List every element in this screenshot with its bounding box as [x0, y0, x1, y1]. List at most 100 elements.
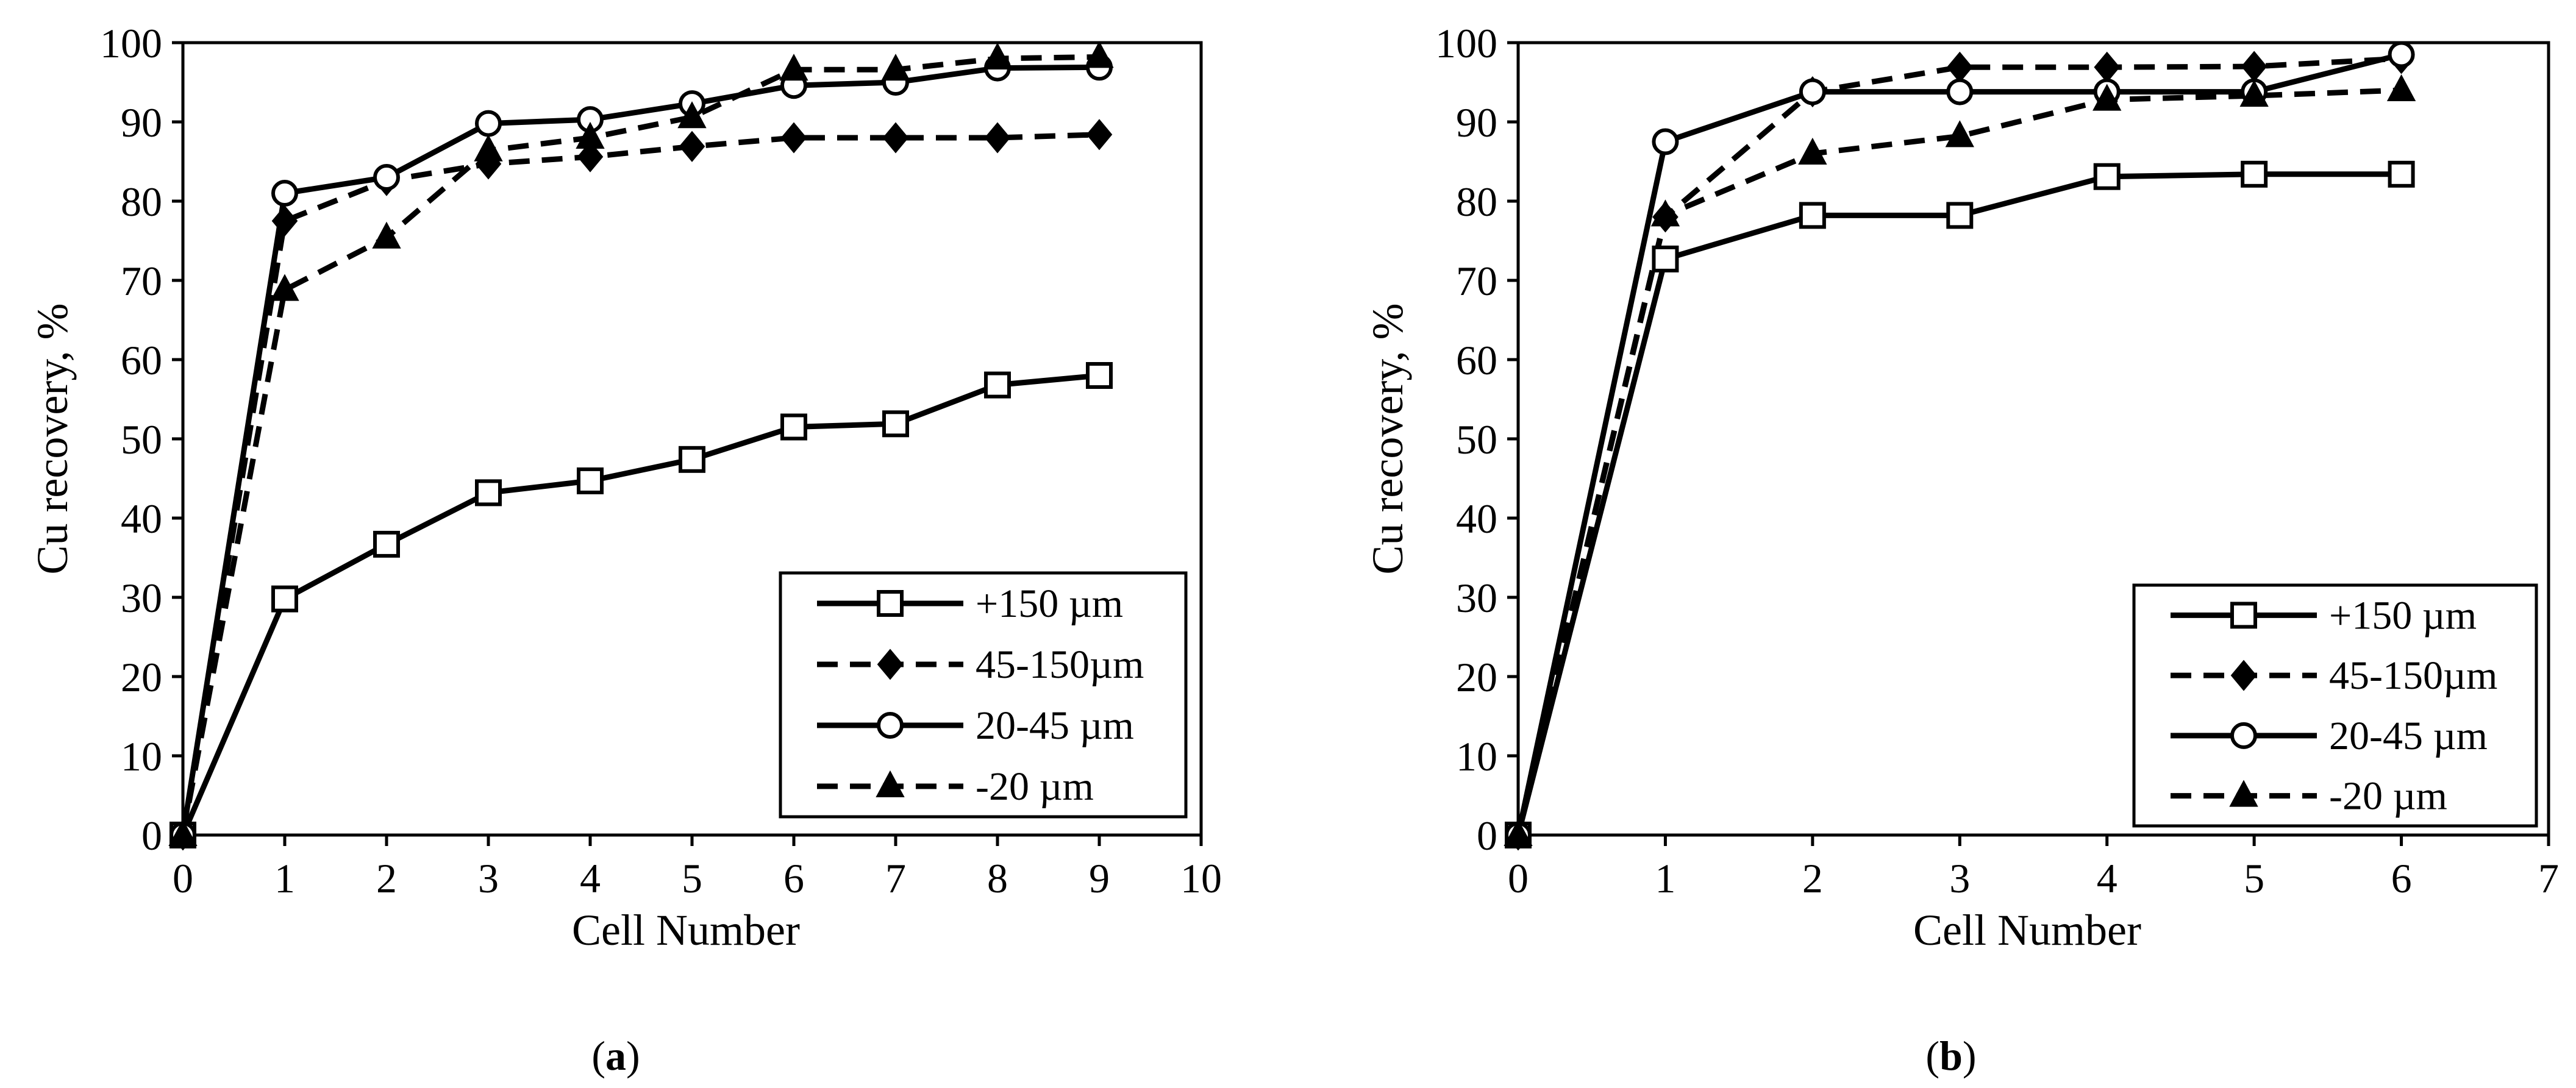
- y-tick-label: 100: [100, 20, 162, 66]
- x-axis-title: Cell Number: [1913, 906, 2141, 955]
- legend-label-1: 45-150µm: [2329, 653, 2497, 698]
- y-tick-label: 40: [121, 496, 162, 542]
- x-tick-label: 2: [376, 855, 397, 901]
- x-tick-label: 9: [1089, 855, 1110, 901]
- data-point-series-3: [2386, 74, 2416, 101]
- y-tick-label: 20: [1456, 654, 1497, 700]
- data-point-series-3: [2093, 84, 2122, 111]
- y-tick-label: 100: [1435, 20, 1497, 66]
- y-tick-label: 40: [1456, 496, 1497, 542]
- legend-marker-0: [2230, 602, 2257, 629]
- series-line-1: [180, 132, 1100, 836]
- data-point-series-2: [475, 110, 502, 137]
- y-axis-title: Cu recovery, %: [1363, 303, 1412, 574]
- data-point-series-3: [1798, 137, 1827, 165]
- x-tick-label: 1: [274, 855, 295, 901]
- y-tick-label: 50: [1456, 416, 1497, 463]
- data-point-series-3: [1945, 120, 1974, 148]
- y-tick-label: 80: [1456, 179, 1497, 225]
- x-tick-label: 6: [2391, 855, 2412, 901]
- data-point-series-1: [882, 122, 909, 154]
- series-line-3: [180, 54, 1100, 836]
- x-tick-label: 10: [1180, 855, 1222, 901]
- data-point-series-1: [780, 122, 807, 154]
- data-point-series-3: [1504, 819, 1533, 846]
- data-point-series-0: [475, 479, 502, 507]
- x-tick-label: 6: [783, 855, 804, 901]
- data-point-series-0: [2093, 163, 2121, 190]
- data-point-series-3: [576, 121, 605, 149]
- legend-label-3: -20 µm: [976, 764, 1094, 809]
- data-point-series-0: [882, 410, 909, 438]
- series-line-2: [180, 64, 1100, 836]
- y-tick-label: 20: [121, 654, 162, 700]
- data-point-series-2: [271, 180, 298, 207]
- y-axis-title: Cu recovery, %: [28, 303, 77, 574]
- data-point-series-0: [984, 371, 1011, 399]
- data-point-series-3: [372, 221, 401, 249]
- data-point-series-3: [677, 101, 707, 129]
- y-tick-label: 60: [121, 337, 162, 383]
- chart-panel-a: 0 10 20 30 40 50 60 70 80 90 100 0 1 2 3 4 5 6 7 8 9 10 Cell N…: [28, 20, 1222, 1079]
- data-point-series-2: [1946, 78, 1974, 105]
- y-tick-label: 90: [1456, 99, 1497, 146]
- data-point-series-0: [780, 413, 807, 441]
- x-tick-label: 0: [1508, 855, 1529, 901]
- y-tick-label: 70: [1456, 258, 1497, 304]
- x-tick-label: 3: [478, 855, 499, 901]
- data-point-series-1: [679, 130, 705, 162]
- data-point-series-1: [577, 141, 604, 172]
- legend-marker-1: [2230, 660, 2257, 691]
- y-tick-label: 0: [1477, 812, 1497, 859]
- legend-marker-2: [2230, 722, 2257, 749]
- legend-label-2: 20-45 µm: [2329, 714, 2488, 758]
- x-tick-label: 7: [885, 855, 906, 901]
- legend-marker-3: [2229, 780, 2258, 807]
- data-point-series-0: [1946, 202, 1974, 229]
- legend-marker-0: [877, 590, 904, 617]
- panel-label: (b): [1925, 1033, 1976, 1079]
- data-point-series-1: [271, 205, 298, 237]
- y-tick-label: 80: [121, 179, 162, 225]
- y-tick-label: 90: [121, 99, 162, 146]
- y-tick-label: 50: [121, 416, 162, 463]
- x-tick-label: 1: [1655, 855, 1675, 901]
- legend-box: [779, 571, 1188, 819]
- y-tick-label: 70: [121, 258, 162, 304]
- data-point-series-3: [2239, 79, 2269, 107]
- x-tick-label: 8: [987, 855, 1008, 901]
- x-axis-title: Cell Number: [572, 906, 800, 955]
- x-tick-label: 3: [1949, 855, 1970, 901]
- legend-label-1: 45-150µm: [976, 642, 1144, 687]
- y-tick-label: 0: [141, 812, 162, 859]
- data-point-series-0: [679, 446, 705, 473]
- data-point-series-2: [1799, 78, 1826, 105]
- legend-marker-2: [877, 712, 904, 739]
- data-point-series-3: [270, 274, 299, 301]
- y-tick-label: 10: [121, 733, 162, 780]
- data-point-series-3: [779, 54, 808, 81]
- legend-box: [2132, 583, 2538, 828]
- data-point-series-0: [271, 585, 298, 613]
- x-tick-label: 4: [2097, 855, 2118, 901]
- y-tick-label: 60: [1456, 337, 1497, 383]
- legend-label-0: +150 µm: [976, 581, 1123, 626]
- data-point-series-2: [1652, 128, 1679, 155]
- panel-label: (a): [591, 1033, 640, 1079]
- data-point-series-2: [2388, 41, 2415, 68]
- data-point-series-3: [474, 134, 503, 162]
- data-point-series-3: [881, 54, 910, 81]
- data-point-series-0: [1086, 362, 1113, 389]
- data-point-series-3: [168, 819, 198, 846]
- legend-marker-1: [877, 649, 904, 680]
- x-tick-label: 0: [173, 855, 193, 901]
- y-tick-label: 10: [1456, 733, 1497, 780]
- data-point-series-0: [2241, 160, 2268, 188]
- data-point-series-0: [1799, 202, 1826, 229]
- data-point-series-3: [1650, 199, 1680, 227]
- data-point-series-3: [983, 42, 1012, 69]
- data-point-series-1: [984, 122, 1011, 154]
- x-tick-label: 7: [2538, 855, 2559, 901]
- data-point-series-3: [1085, 41, 1114, 68]
